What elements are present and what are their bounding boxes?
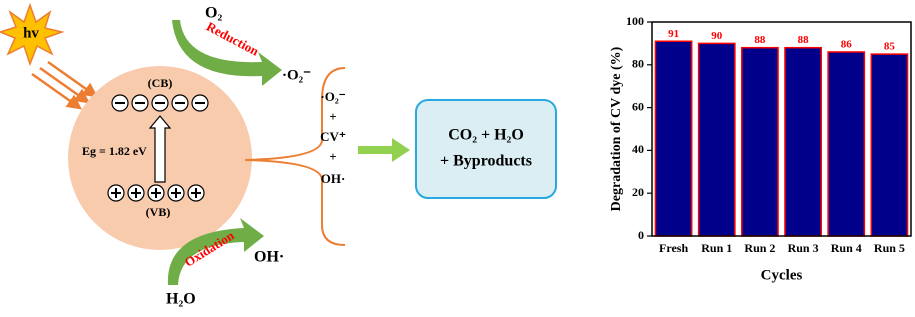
x-tick-label: Run 1 — [701, 241, 732, 255]
y-tick-label: 20 — [632, 185, 644, 199]
data-label: 86 — [841, 38, 853, 50]
y-tick-label: 40 — [632, 142, 644, 156]
data-label: 91 — [668, 28, 679, 40]
x-tick-label: Run 4 — [831, 241, 862, 255]
data-label: 85 — [884, 41, 896, 53]
data-label: 88 — [754, 34, 766, 46]
cb-label: (CB) — [148, 76, 173, 90]
sun — [0, 2, 65, 67]
electrons — [111, 94, 209, 112]
y-tick-label: 80 — [632, 57, 644, 71]
y-tick-label: 0 — [638, 228, 644, 242]
y-tick-label: 60 — [632, 99, 644, 113]
x-tick-label: Run 2 — [744, 241, 775, 255]
products: CO₂ + H₂O — [448, 127, 524, 144]
oxidation-arrow — [167, 218, 264, 285]
products: + Byproducts — [440, 153, 532, 170]
band-gap: Eg = 1.82 eV — [82, 144, 147, 158]
light-label: hv — [23, 25, 39, 41]
hydroxyl: OH· — [254, 249, 284, 266]
data-label: 88 — [798, 34, 810, 46]
x-tick-label: Fresh — [659, 241, 688, 255]
bar — [697, 42, 736, 237]
bar — [827, 51, 866, 237]
reduction-label: Reduction — [204, 19, 262, 59]
water: H₂O — [166, 291, 196, 308]
x-axis-label: Cycles — [761, 267, 803, 283]
vb-label: (VB) — [146, 205, 171, 219]
y-tick-label: 100 — [626, 14, 644, 28]
holes — [107, 184, 205, 202]
brace — [244, 67, 346, 246]
bar — [870, 53, 909, 237]
oxygen: O₂ — [205, 5, 222, 22]
bar-chart: 0 20 40 60 80 100 91 Fresh 90 Run 1 88 Run 2 88 Run 3… — [609, 14, 912, 283]
species: CV⁺ — [320, 129, 346, 144]
species-list: ·O₂⁻ + CV⁺ + OH· — [320, 89, 346, 186]
bar — [654, 40, 693, 237]
species: OH· — [321, 171, 346, 186]
process-arrow — [358, 138, 410, 162]
reduction-arrow — [172, 20, 282, 86]
products-box — [415, 99, 557, 199]
species: + — [329, 109, 336, 124]
species: + — [329, 149, 336, 164]
excitation-arrow — [148, 115, 172, 183]
species: ·O₂⁻ — [320, 89, 345, 104]
bar — [741, 46, 779, 237]
data-label: 90 — [711, 30, 723, 42]
bar — [784, 46, 822, 237]
light-arrows — [31, 60, 99, 110]
x-tick-label: Run 3 — [788, 241, 819, 255]
plot-frame — [651, 21, 912, 237]
superoxide: ·O₂⁻ — [282, 67, 311, 83]
y-axis-label: Degradation of CV dye (%) — [609, 46, 624, 211]
x-tick-label: Run 5 — [874, 241, 905, 255]
